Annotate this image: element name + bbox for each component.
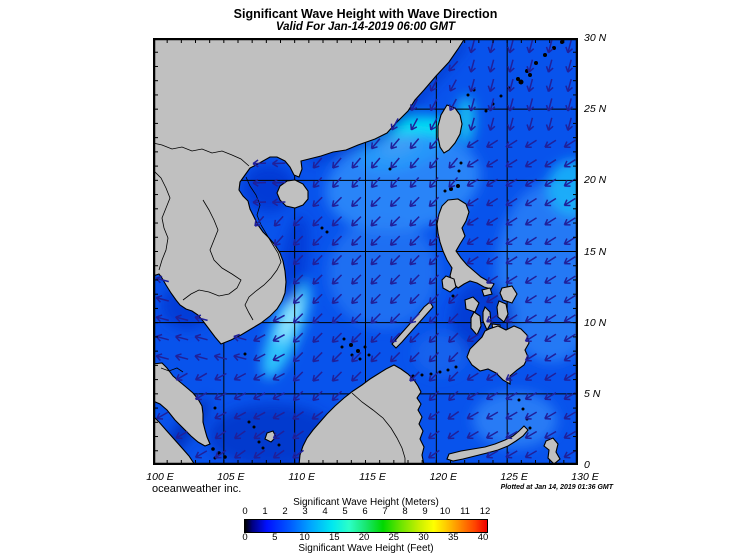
feet-tick-40: 40 <box>477 532 489 543</box>
meters-tick-6: 6 <box>362 506 368 517</box>
meters-tick-9: 9 <box>422 506 428 517</box>
legend-title-meters: Significant Wave Height (Meters) <box>293 497 439 508</box>
page-title: Significant Wave Height with Wave Direct… <box>233 7 498 21</box>
feet-tick-5: 5 <box>272 532 278 543</box>
feet-tick-10: 10 <box>299 532 310 543</box>
meters-tick-0: 0 <box>242 506 248 517</box>
feet-tick-30: 30 <box>418 532 429 543</box>
lon-label-110: 110 E <box>288 471 315 483</box>
lat-label-10: 10 N <box>584 316 607 329</box>
lat-label-0: 0 <box>584 459 590 471</box>
legend-title-feet: Significant Wave Height (Feet) <box>298 543 434 554</box>
plotted-timestamp: Plotted at Jan 14, 2019 01:36 GMT <box>500 484 613 491</box>
meters-tick-3: 3 <box>302 506 308 517</box>
meters-tick-11: 11 <box>460 506 470 517</box>
meters-tick-12: 12 <box>479 506 491 517</box>
meters-tick-1: 1 <box>262 506 268 517</box>
meters-tick-2: 2 <box>282 506 288 517</box>
feet-tick-25: 25 <box>388 532 400 543</box>
meters-tick-8: 8 <box>402 506 408 517</box>
lon-label-120: 120 E <box>429 471 458 483</box>
feet-tick-35: 35 <box>447 532 459 543</box>
lon-label-125: 125 E <box>500 471 528 483</box>
lon-label-115: 115 E <box>359 471 386 483</box>
lat-label-30: 30 N <box>584 32 607 44</box>
lon-label-105: 105 E <box>217 471 245 483</box>
lon-label-100: 100 E <box>146 471 174 483</box>
meters-tick-4: 4 <box>322 506 328 517</box>
meters-tick-10: 10 <box>439 506 451 517</box>
credit-oceanweather: oceanweather inc. <box>152 483 242 495</box>
wave-height-map <box>153 38 578 465</box>
feet-tick-20: 20 <box>358 532 370 543</box>
feet-tick-0: 0 <box>242 532 248 543</box>
lat-label-15: 15 N <box>584 245 607 258</box>
meters-tick-7: 7 <box>382 506 388 517</box>
lat-label-5: 5 N <box>584 387 601 400</box>
lat-label-20: 20 N <box>584 174 607 187</box>
lat-label-25: 25 N <box>584 103 607 116</box>
lon-label-130: 130 E <box>571 471 599 483</box>
valid-time-subtitle: Valid For Jan-14-2019 06:00 GMT <box>275 21 456 33</box>
legend-colorbar <box>244 519 488 533</box>
feet-tick-15: 15 <box>328 532 340 543</box>
meters-tick-5: 5 <box>342 506 348 517</box>
